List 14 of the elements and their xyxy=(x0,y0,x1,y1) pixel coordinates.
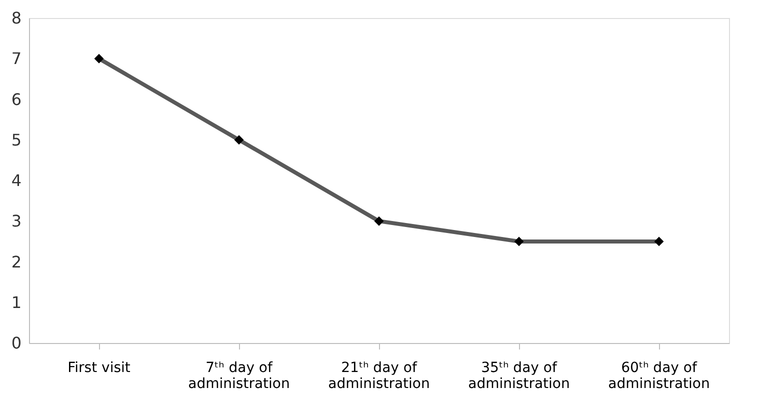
y-tick-label: 8 xyxy=(11,8,22,28)
x-tick-label: 21ᵗʰ day of administration xyxy=(328,360,430,392)
y-tick-label: 6 xyxy=(11,90,22,109)
y-tick-label: 0 xyxy=(11,334,22,352)
y-tick-label: 7 xyxy=(11,49,22,68)
y-tick-label: 2 xyxy=(11,252,22,272)
y-tick-label: 1 xyxy=(11,292,22,312)
x-tick-label: 7ᵗʰ day of administration xyxy=(188,360,290,392)
y-tick-label: 4 xyxy=(11,171,22,190)
x-tick-label: 35ᵗʰ day of administration xyxy=(468,360,570,392)
y-tick-label: 3 xyxy=(11,212,22,231)
x-tick-label: First visit xyxy=(68,360,131,376)
y-tick-label: 5 xyxy=(11,130,22,150)
x-tick-label: 60ᵗʰ day of administration xyxy=(608,360,710,392)
